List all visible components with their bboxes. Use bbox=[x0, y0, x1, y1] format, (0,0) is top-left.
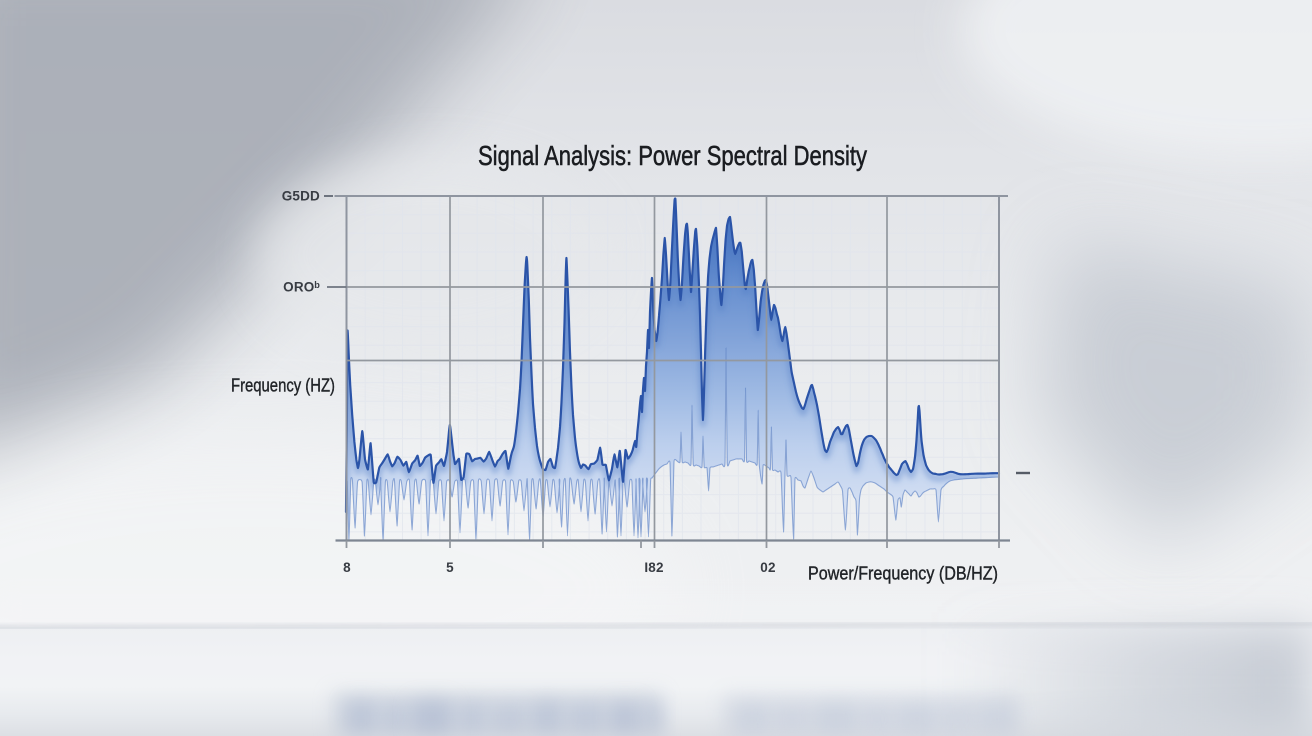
floor-ghost bbox=[382, 702, 408, 734]
floor-ghost bbox=[412, 699, 452, 735]
x-axis-label: Power/Frequency (DB/HZ) bbox=[808, 563, 998, 584]
wall-shade-topleft bbox=[0, 0, 504, 442]
floor-ghost bbox=[898, 704, 936, 734]
floor-ghost bbox=[774, 705, 810, 734]
chart-title: Signal Analysis: Power Spectral Density bbox=[478, 140, 867, 171]
floor-ghost bbox=[532, 700, 562, 734]
psd-line bbox=[344, 197, 1001, 514]
x-tick-label: I82 bbox=[644, 560, 663, 575]
floor-ghost bbox=[644, 702, 664, 734]
floor-reflection-ghosts bbox=[346, 699, 1014, 735]
wall-highlight-topright bbox=[960, 0, 1312, 160]
x-tick-label: 5 bbox=[446, 560, 454, 575]
psd-area-fill bbox=[346, 198, 999, 542]
floor-ghost bbox=[568, 702, 604, 734]
psd-series bbox=[344, 197, 1001, 542]
floor-ghost bbox=[862, 705, 892, 734]
floor-ghost bbox=[736, 704, 768, 734]
floor-ghost bbox=[346, 700, 376, 734]
x-tick-label: 02 bbox=[760, 560, 775, 575]
y-axis-label: Frequency (HZ) bbox=[231, 375, 335, 396]
floor-ghost bbox=[980, 704, 1014, 734]
floor-ghost bbox=[492, 703, 526, 734]
wall-light-plot-corner bbox=[255, 155, 605, 355]
wall-bottom-glow bbox=[0, 594, 1312, 626]
floor-ghost bbox=[610, 701, 640, 734]
floor-ghost bbox=[942, 705, 974, 734]
wall-floor-seam bbox=[0, 622, 1312, 629]
wall-shade-right bbox=[1040, 240, 1312, 545]
floor-ghost bbox=[458, 701, 486, 734]
x-tick-label: 8 bbox=[343, 560, 351, 575]
y-tick-label: G5DD bbox=[282, 189, 320, 204]
tick-labels: G5DD OROᵇ 8 5 I82 02 bbox=[282, 189, 776, 576]
floor-ghost bbox=[816, 703, 856, 734]
psd-lower-edge bbox=[345, 347, 1000, 542]
y-tick-label: OROᵇ bbox=[283, 280, 320, 295]
axes bbox=[324, 195, 1030, 548]
